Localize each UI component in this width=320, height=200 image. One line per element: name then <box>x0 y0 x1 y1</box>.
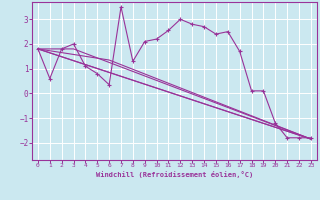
X-axis label: Windchill (Refroidissement éolien,°C): Windchill (Refroidissement éolien,°C) <box>96 171 253 178</box>
